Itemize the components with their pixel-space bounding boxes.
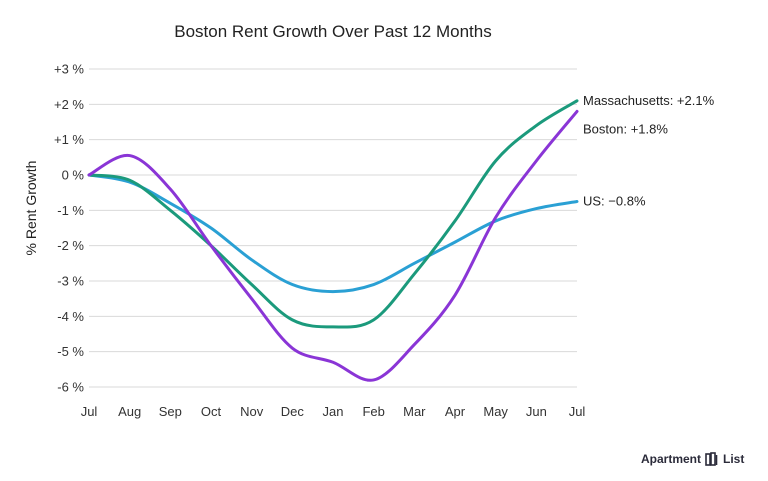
series-end-labels: US: −0.8% Massachusetts: +2.1% Boston: +1.…	[583, 93, 715, 209]
y-tick-label: -6 %	[57, 380, 84, 395]
y-tick-label: -2 %	[57, 238, 84, 253]
chart-title: Boston Rent Growth Over Past 12 Months	[174, 22, 491, 41]
x-tick-label: Jul	[569, 404, 586, 419]
y-tick-label: +2 %	[54, 97, 84, 112]
grid-lines	[89, 68, 577, 388]
x-tick-label: Aug	[118, 404, 141, 419]
series-line-massachusetts	[87, 99, 579, 329]
x-tick-label: Sep	[159, 404, 182, 419]
end-label-us: US: −0.8%	[583, 194, 646, 209]
series-line-boston	[87, 109, 579, 382]
series-line-us	[87, 173, 579, 294]
y-tick-label: -1 %	[57, 203, 84, 218]
x-tick-label: Nov	[240, 404, 264, 419]
x-axis-ticks: Jul Aug Sep Oct Nov Dec Jan Feb Mar Apr May Jun Jul	[81, 404, 586, 419]
building-icon	[705, 452, 718, 466]
x-tick-label: May	[483, 404, 508, 419]
y-axis-ticks: +3 % +2 % +1 % 0 % -1 % -2 % -3 % -4 % -5 % -6 %	[54, 62, 84, 395]
x-tick-label: Jun	[526, 404, 547, 419]
y-tick-label: -5 %	[57, 344, 84, 359]
end-label-boston: Boston: +1.8%	[583, 121, 668, 136]
x-tick-label: Apr	[445, 404, 466, 419]
y-tick-label: +3 %	[54, 62, 84, 77]
y-tick-label: 0 %	[62, 168, 85, 183]
x-tick-label: Jul	[81, 404, 98, 419]
y-tick-label: -3 %	[57, 274, 84, 289]
x-tick-label: Dec	[281, 404, 305, 419]
brand-text-list: List	[723, 452, 745, 466]
end-label-massachusetts: Massachusetts: +2.1%	[583, 93, 715, 108]
apartment-list-logo: Apartment List	[641, 452, 744, 466]
brand-text-apartment: Apartment	[641, 452, 702, 466]
x-tick-label: Jan	[323, 404, 344, 419]
x-tick-label: Mar	[403, 404, 426, 419]
y-tick-label: +1 %	[54, 132, 84, 147]
y-axis-title: % Rent Growth	[23, 161, 39, 256]
x-tick-label: Feb	[362, 404, 384, 419]
y-tick-label: -4 %	[57, 309, 84, 324]
series-lines	[87, 99, 579, 382]
x-tick-label: Oct	[201, 404, 222, 419]
